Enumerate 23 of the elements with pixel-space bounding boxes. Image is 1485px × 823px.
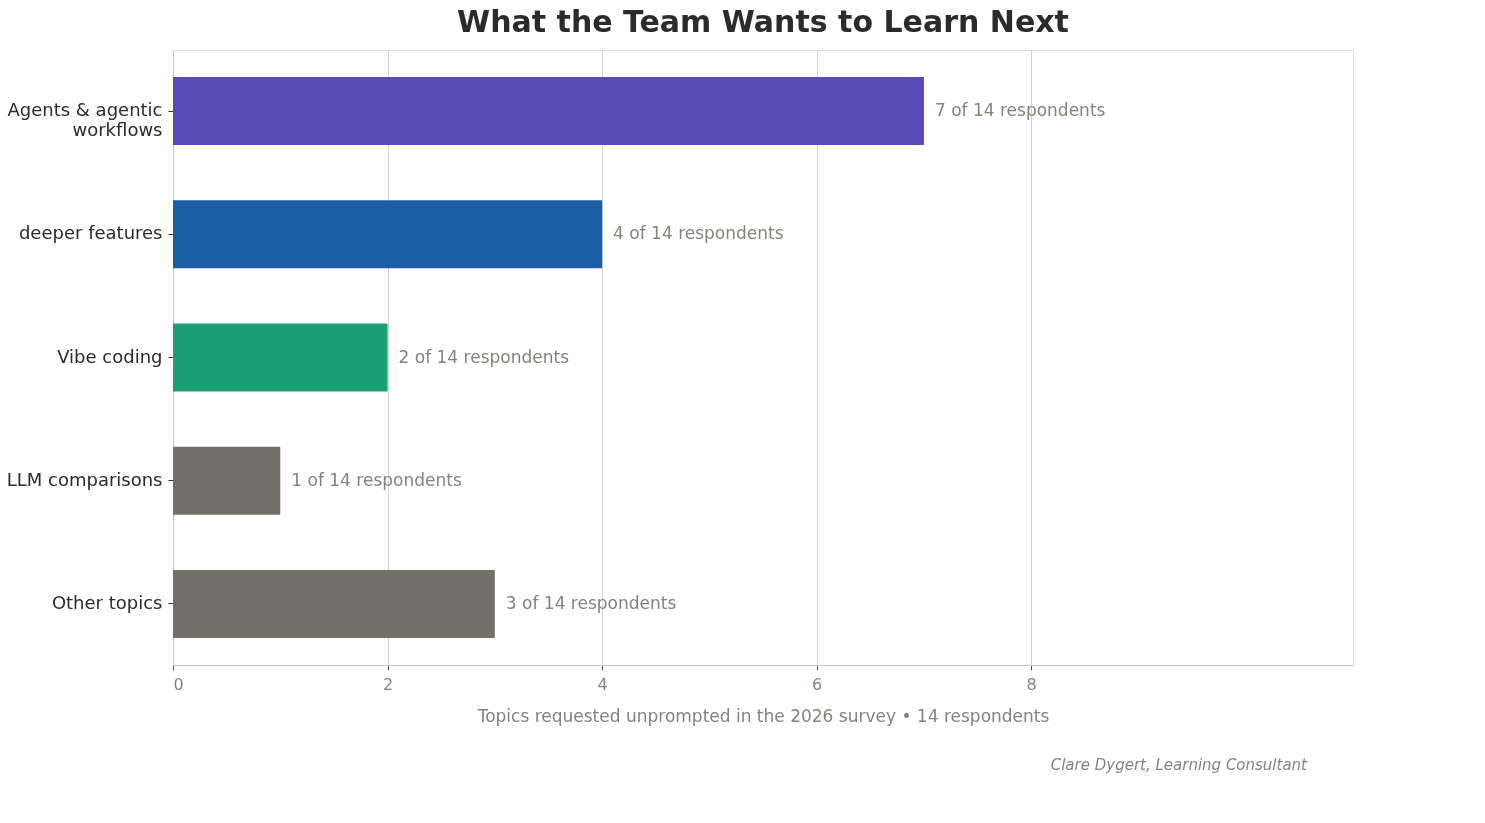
x-tick-label: 8 xyxy=(1026,674,1037,694)
chart-title: What the Team Wants to Learn Next xyxy=(457,4,1069,39)
data-label: 3 of 14 respondents xyxy=(505,592,677,613)
bar xyxy=(173,570,495,638)
data-label: 2 of 14 respondents xyxy=(398,346,570,367)
data-label: 4 of 14 respondents xyxy=(613,223,784,244)
y-tick-label: Agents & agentic workflows xyxy=(7,99,163,141)
x-tick-label: 4 xyxy=(597,674,608,694)
bar xyxy=(173,200,603,269)
x-tick-label: 6 xyxy=(812,674,823,694)
bar xyxy=(173,77,924,145)
text: Clare Dygert, Learning Consultant xyxy=(1050,756,1309,774)
y-tick-label: LLM comparisons xyxy=(6,468,163,490)
x-tick-label: 0 xyxy=(173,674,184,694)
bar xyxy=(173,446,281,515)
x-tick-label: 2 xyxy=(382,674,394,694)
y-tick-label: Other topics xyxy=(51,591,163,613)
x-axis-title: Topics requested unprompted in the 2026 survey • 14 respondents xyxy=(476,705,1050,726)
data-label: 1 of 14 respondents xyxy=(291,469,462,490)
y-tick-label: Vibe coding xyxy=(57,345,163,367)
bar xyxy=(173,323,388,392)
data-label: 7 of 14 respondents xyxy=(934,100,1106,121)
y-tick-label: deeper features xyxy=(18,222,163,244)
